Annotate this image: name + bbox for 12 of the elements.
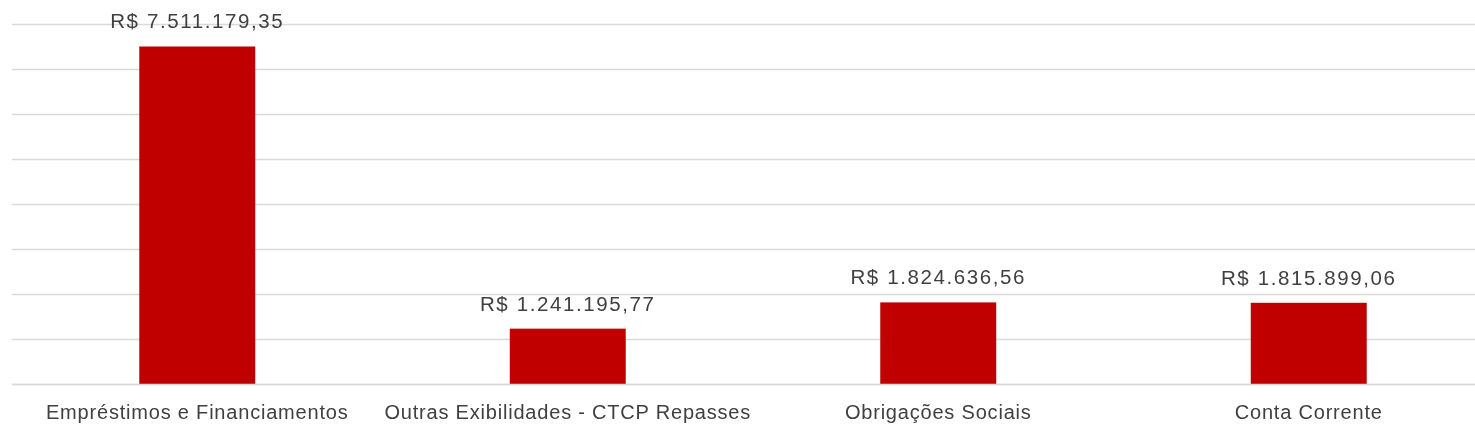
x-tick-label: Outras Exibilidades - CTCP Repasses bbox=[384, 401, 752, 423]
bar bbox=[880, 302, 997, 385]
x-tick-label: Empréstimos e Financiamentos bbox=[45, 401, 349, 423]
bar bbox=[139, 46, 256, 385]
data-label: R$ 7.511.179,35 bbox=[110, 9, 285, 33]
data-label: R$ 1.824.636,56 bbox=[850, 265, 1027, 289]
data-label: R$ 1.815.899,06 bbox=[1220, 265, 1397, 289]
bar bbox=[1250, 302, 1367, 385]
data-label: R$ 1.241.195,77 bbox=[479, 291, 656, 315]
x-tick-label: Obrigações Sociais bbox=[844, 401, 1032, 423]
x-tick-label: Conta Corrente bbox=[1234, 401, 1383, 423]
bar bbox=[509, 328, 626, 385]
